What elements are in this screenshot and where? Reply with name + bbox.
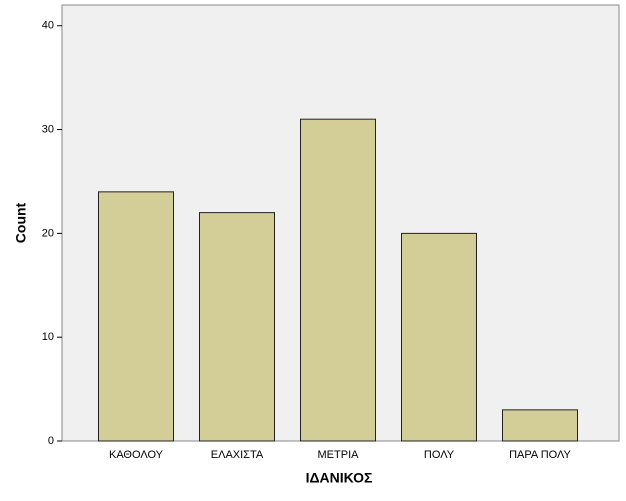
y-axis-title: Count: [13, 202, 29, 243]
x-tick-label: ΠΑΡΑ ΠΟΛΥ: [509, 449, 571, 461]
bar: [401, 232, 477, 442]
x-tick-label: ΜΕΤΡΙΑ: [318, 449, 360, 461]
y-tick-label: 20: [42, 227, 54, 239]
bar: [300, 118, 376, 442]
x-tick-label: ΠΟΛΥ: [424, 449, 455, 461]
x-axis-title: ΙΔΑΝΙΚΟΣ: [306, 470, 373, 486]
bar: [98, 191, 174, 442]
y-tick-label: 40: [42, 20, 54, 32]
y-tick-label: 30: [42, 123, 54, 135]
x-tick-label: ΕΛΑΧΙΣΤΑ: [211, 449, 264, 461]
bar: [199, 212, 275, 442]
x-tick-label: ΚΑΘΟΛΟΥ: [109, 449, 164, 461]
y-tick-label: 10: [42, 331, 54, 343]
bar: [502, 409, 578, 442]
y-tick-label: 0: [48, 435, 54, 447]
